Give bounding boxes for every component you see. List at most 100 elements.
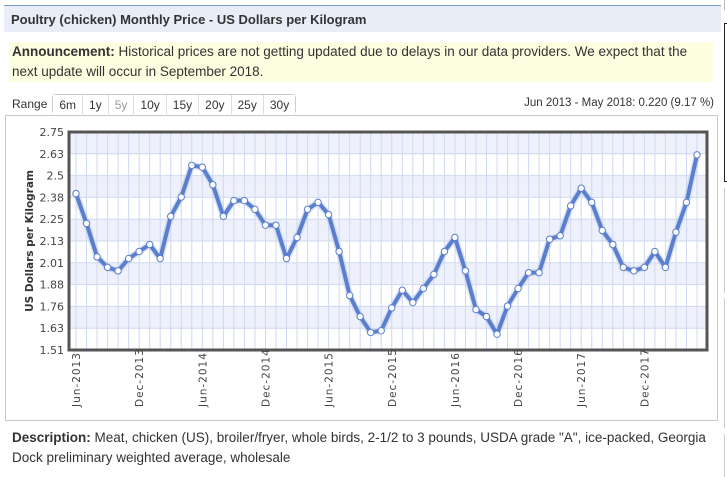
data-point[interactable] [493, 330, 501, 338]
plot-band [69, 328, 707, 350]
data-point[interactable] [356, 312, 364, 321]
data-point[interactable] [188, 161, 196, 170]
change-summary: Jun 2013 - May 2018: 0.220 (9.17 %) [524, 97, 714, 109]
range-5y-button[interactable]: 5y [107, 94, 134, 114]
data-point[interactable] [472, 305, 480, 314]
data-point[interactable] [72, 189, 80, 198]
data-point[interactable] [556, 232, 564, 240]
plot-frame [67, 130, 709, 352]
data-point[interactable] [377, 326, 385, 335]
price-line-chart: 2.75 2.63 2.5 2.38 2.25 2.13 2.01 1.88 1.76 1.63 1… [24, 126, 709, 408]
data-point[interactable] [156, 254, 164, 263]
y-tick-label: 2.63 [40, 148, 65, 161]
adjacent-panel-edge [724, 0, 727, 10]
data-point[interactable] [209, 181, 217, 189]
data-point[interactable] [198, 163, 207, 171]
data-point[interactable] [598, 226, 606, 235]
plot-band [69, 153, 707, 176]
y-tick-label: 1.51 [40, 344, 65, 357]
plot-band [69, 132, 707, 154]
data-point[interactable] [461, 267, 470, 275]
data-point[interactable] [230, 196, 238, 205]
description-label: Description: [12, 430, 91, 445]
y-tick-label: 2.38 [40, 191, 65, 204]
announcement-text: Historical prices are not getting update… [12, 44, 688, 79]
data-point[interactable] [566, 202, 575, 210]
x-tick-label: Jun-2013 [71, 352, 83, 408]
plot-band [69, 262, 707, 285]
x-tick-label: Dec-2013 [134, 348, 146, 407]
data-point[interactable] [314, 198, 322, 207]
data-point[interactable] [503, 302, 512, 310]
data-point[interactable] [324, 210, 333, 219]
range-20y-button[interactable]: 20y [198, 94, 231, 114]
data-point[interactable] [219, 212, 228, 221]
data-point[interactable] [482, 312, 491, 321]
data-point[interactable] [240, 196, 249, 205]
data-point[interactable] [388, 304, 396, 312]
data-point[interactable] [398, 286, 406, 294]
plot-band [69, 197, 707, 220]
y-tick-label: 2.01 [40, 257, 65, 270]
range-selector: Range 6m 1y 5y 10y 15y 20y 25y 30y [12, 93, 297, 114]
data-point[interactable] [524, 268, 533, 277]
x-tick-label: Jun-2016 [450, 352, 462, 408]
data-point[interactable] [535, 268, 543, 277]
range-15y-button[interactable]: 15y [165, 94, 199, 114]
data-point[interactable] [177, 193, 185, 201]
data-point[interactable] [619, 263, 628, 272]
range-1y-button[interactable]: 1y [82, 94, 108, 114]
data-point[interactable] [409, 298, 417, 307]
data-point[interactable] [272, 221, 280, 229]
data-point[interactable] [651, 247, 659, 256]
range-25y-button[interactable]: 25y [230, 94, 263, 114]
data-point[interactable] [451, 233, 459, 242]
data-point[interactable] [430, 270, 438, 279]
data-point[interactable] [251, 205, 259, 214]
data-point[interactable] [545, 235, 554, 243]
page-title: Poultry (chicken) Monthly Price - US Dol… [11, 12, 367, 27]
y-tick-label: 2.75 [40, 126, 65, 139]
data-point[interactable] [693, 151, 701, 159]
data-point[interactable] [93, 253, 101, 261]
data-point[interactable] [640, 263, 649, 272]
data-point[interactable] [577, 184, 585, 192]
data-point[interactable] [103, 263, 112, 272]
y-tick-label: 2.13 [40, 235, 65, 248]
data-point[interactable] [335, 247, 343, 256]
data-point[interactable] [303, 205, 312, 214]
data-point[interactable] [682, 198, 691, 207]
range-10y-button[interactable]: 10y [133, 94, 166, 114]
range-buttons: 6m 1y 5y 10y 15y 20y 25y 30y [52, 93, 297, 114]
data-point[interactable] [145, 240, 154, 249]
x-tick-label: Jun-2014 [197, 352, 209, 408]
data-point[interactable] [345, 291, 354, 300]
announcement-banner: Announcement: Historical prices are not … [9, 42, 713, 82]
data-point[interactable] [514, 284, 522, 293]
range-6m-button[interactable]: 6m [53, 94, 83, 114]
data-point[interactable] [167, 212, 175, 221]
data-point[interactable] [661, 263, 670, 272]
data-point[interactable] [419, 284, 428, 293]
data-point[interactable] [630, 267, 638, 275]
y-tick-label: 1.76 [40, 300, 65, 313]
data-point[interactable] [440, 247, 449, 256]
data-point[interactable] [293, 233, 301, 242]
data-point[interactable] [261, 221, 270, 229]
data-point[interactable] [588, 198, 596, 207]
data-point[interactable] [114, 267, 122, 275]
adjacent-panel-edge [724, 23, 727, 182]
data-point[interactable] [82, 219, 91, 228]
data-point[interactable] [367, 328, 375, 337]
chart-header: Poultry (chicken) Monthly Price - US Dol… [4, 5, 721, 32]
announcement-label: Announcement: [12, 44, 115, 59]
x-tick-label: Jun-2015 [324, 352, 336, 408]
data-point[interactable] [124, 254, 133, 263]
x-tick-label: Dec-2017 [639, 348, 651, 407]
data-point[interactable] [609, 240, 617, 249]
data-point[interactable] [672, 228, 680, 236]
data-point[interactable] [282, 254, 291, 263]
x-tick-label: Jun-2017 [576, 352, 588, 408]
range-30y-button[interactable]: 30y [262, 94, 296, 114]
data-point[interactable] [135, 247, 143, 256]
